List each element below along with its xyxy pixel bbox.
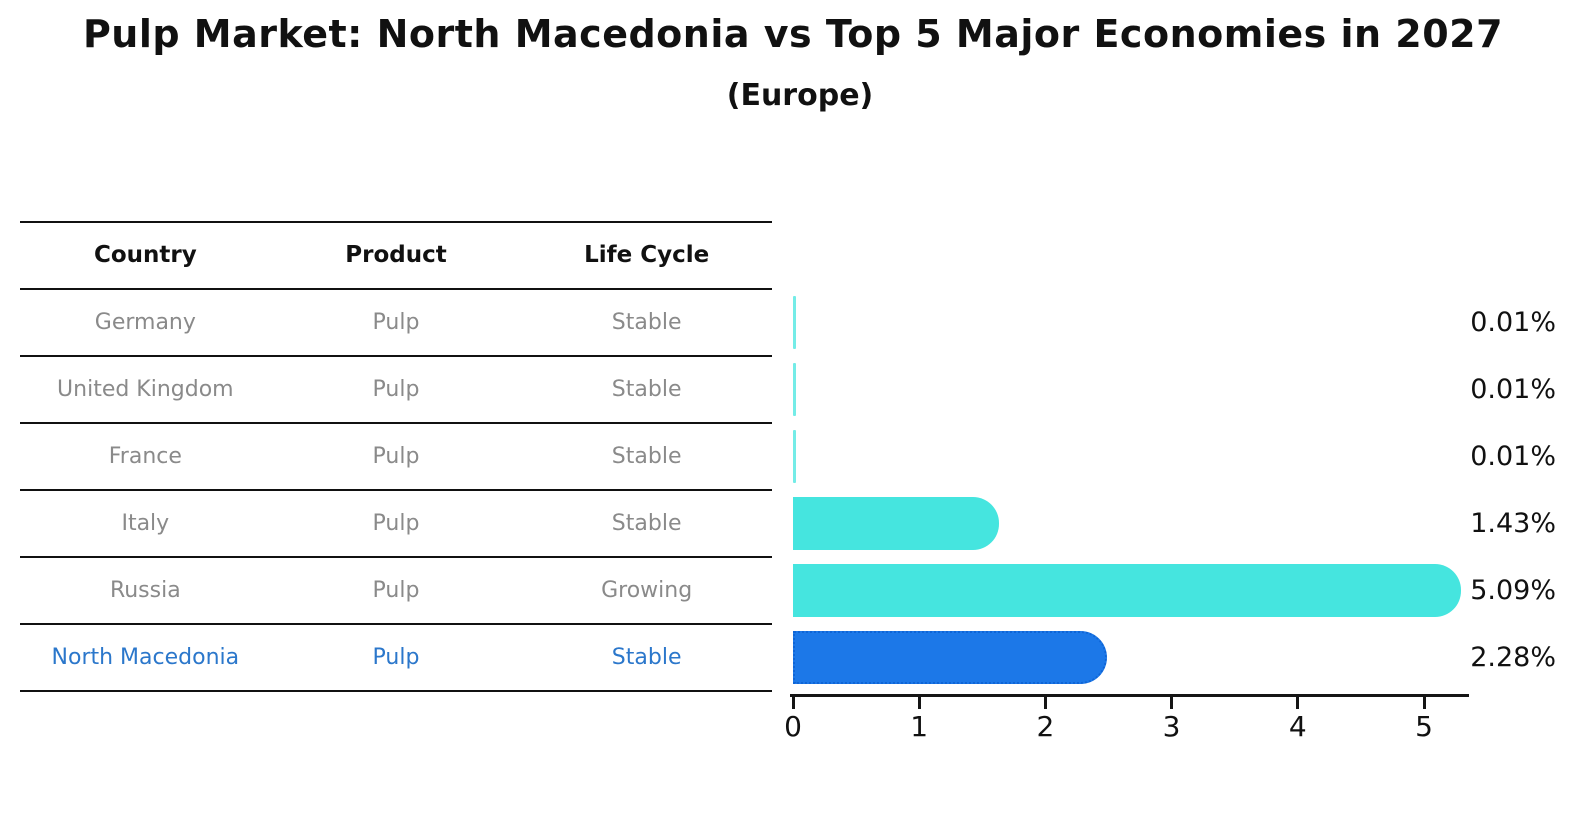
column-header-country: Country	[93, 242, 197, 268]
cell-country: Italy	[121, 511, 170, 536]
table-row-united-kingdom: United Kingdom Pulp Stable	[20, 356, 772, 423]
chart-title: Pulp Market: North Macedonia vs Top 5 Ma…	[82, 12, 1504, 56]
cell-product: Pulp	[372, 444, 420, 469]
cell-life-cycle: Stable	[611, 645, 682, 670]
value-label-germany: 0.01%	[1470, 306, 1556, 338]
table-line	[20, 623, 772, 625]
table-line	[20, 355, 772, 357]
country-table: Country Product Life Cycle Germany Pulp St…	[20, 221, 772, 692]
value-label-france: 0.01%	[1470, 440, 1556, 472]
x-tick-label: 5	[1415, 710, 1433, 743]
cell-life-cycle: Stable	[611, 377, 682, 402]
table-row-germany: Germany Pulp Stable	[20, 289, 772, 356]
cell-product: Pulp	[372, 310, 420, 335]
x-axis-line	[790, 694, 1469, 697]
chart-subtitle: (Europe)	[726, 78, 874, 113]
table-row-russia: Russia Pulp Growing	[20, 557, 772, 624]
table-line	[20, 422, 772, 424]
table-row-north-macedonia: North Macedonia Pulp Stable	[20, 624, 772, 691]
x-tick-label: 1	[910, 710, 929, 743]
table-header-row: Country Product Life Cycle	[20, 222, 772, 289]
cell-product: Pulp	[372, 511, 420, 536]
table-row-italy: Italy Pulp Stable	[20, 490, 772, 557]
table-row-france: France Pulp Stable	[20, 423, 772, 490]
bar-italy	[793, 497, 999, 550]
table-line	[20, 288, 772, 290]
column-header-life-cycle: Life Cycle	[584, 242, 710, 268]
cell-country: United Kingdom	[57, 377, 234, 402]
cell-life-cycle: Stable	[611, 310, 682, 335]
value-label-russia: 5.09%	[1470, 574, 1556, 606]
bar-germany	[793, 296, 796, 349]
table-line	[20, 556, 772, 558]
cell-country: Russia	[109, 578, 181, 603]
bar-france	[793, 430, 796, 483]
cell-product: Pulp	[372, 377, 420, 402]
cell-product: Pulp	[372, 645, 420, 670]
x-tick	[1296, 697, 1300, 709]
bar-united-kingdom	[793, 363, 796, 416]
bar-north-macedonia	[793, 631, 1107, 684]
value-label-north-macedonia: 2.28%	[1470, 641, 1556, 673]
x-tick	[917, 697, 921, 709]
x-tick-label: 0	[784, 710, 802, 743]
x-tick	[1170, 697, 1174, 709]
x-tick	[1043, 697, 1047, 709]
x-tick	[1422, 697, 1426, 709]
x-tick-label: 4	[1288, 710, 1307, 743]
x-tick	[791, 697, 795, 709]
cell-life-cycle: Stable	[611, 444, 682, 469]
cell-product: Pulp	[372, 578, 420, 603]
column-header-product: Product	[345, 242, 447, 268]
table-line	[20, 489, 772, 491]
value-label-italy: 1.43%	[1470, 507, 1556, 539]
bar-russia	[793, 564, 1461, 617]
cell-country: Germany	[94, 310, 196, 335]
table-line	[20, 690, 772, 692]
cell-life-cycle: Stable	[611, 511, 682, 536]
x-tick-label: 2	[1036, 710, 1055, 743]
cell-life-cycle: Growing	[601, 578, 693, 603]
cell-country: France	[108, 444, 182, 469]
cell-country: North Macedonia	[51, 645, 240, 670]
table-line	[20, 221, 772, 223]
value-label-united-kingdom: 0.01%	[1470, 373, 1556, 405]
x-tick-label: 3	[1162, 710, 1181, 743]
